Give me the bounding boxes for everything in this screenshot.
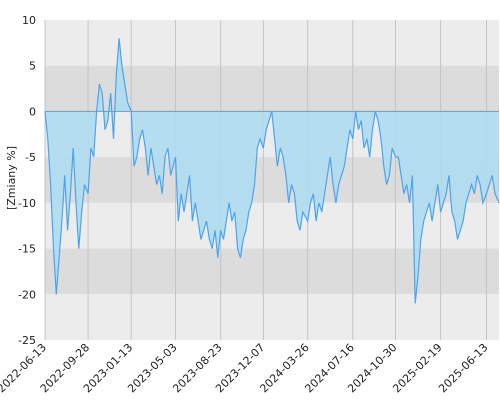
y-tick-label-10: 10 <box>22 14 36 27</box>
y-tick-label-5: 5 <box>29 60 36 73</box>
x-axis-tick-labels: 2022-06-132022-09-282023-01-132023-05-03… <box>0 341 491 395</box>
band--15-to--20 <box>45 248 499 295</box>
y-tick-label--20: -20 <box>18 288 36 301</box>
band-5-to-0 <box>45 65 499 112</box>
series-area-fill <box>45 38 499 304</box>
y-tick-label-0: 0 <box>29 105 36 118</box>
x-tick-label-2025-06-13: 2025-06-13 <box>436 341 490 395</box>
y-tick-label--5: -5 <box>25 151 36 164</box>
y-tick-label--25: -25 <box>18 334 36 347</box>
series-line <box>44 38 500 304</box>
y-axis-label: [Zmiany %] <box>5 146 18 210</box>
y-axis-tick-labels: 10 5 0 -5 -10 -15 -20 -25 <box>18 14 36 347</box>
band--20-to--25 <box>45 294 499 340</box>
y-tick-label--10: -10 <box>18 197 36 210</box>
band-10-to-5 <box>45 20 499 66</box>
y-tick-label--15: -15 <box>18 243 36 256</box>
